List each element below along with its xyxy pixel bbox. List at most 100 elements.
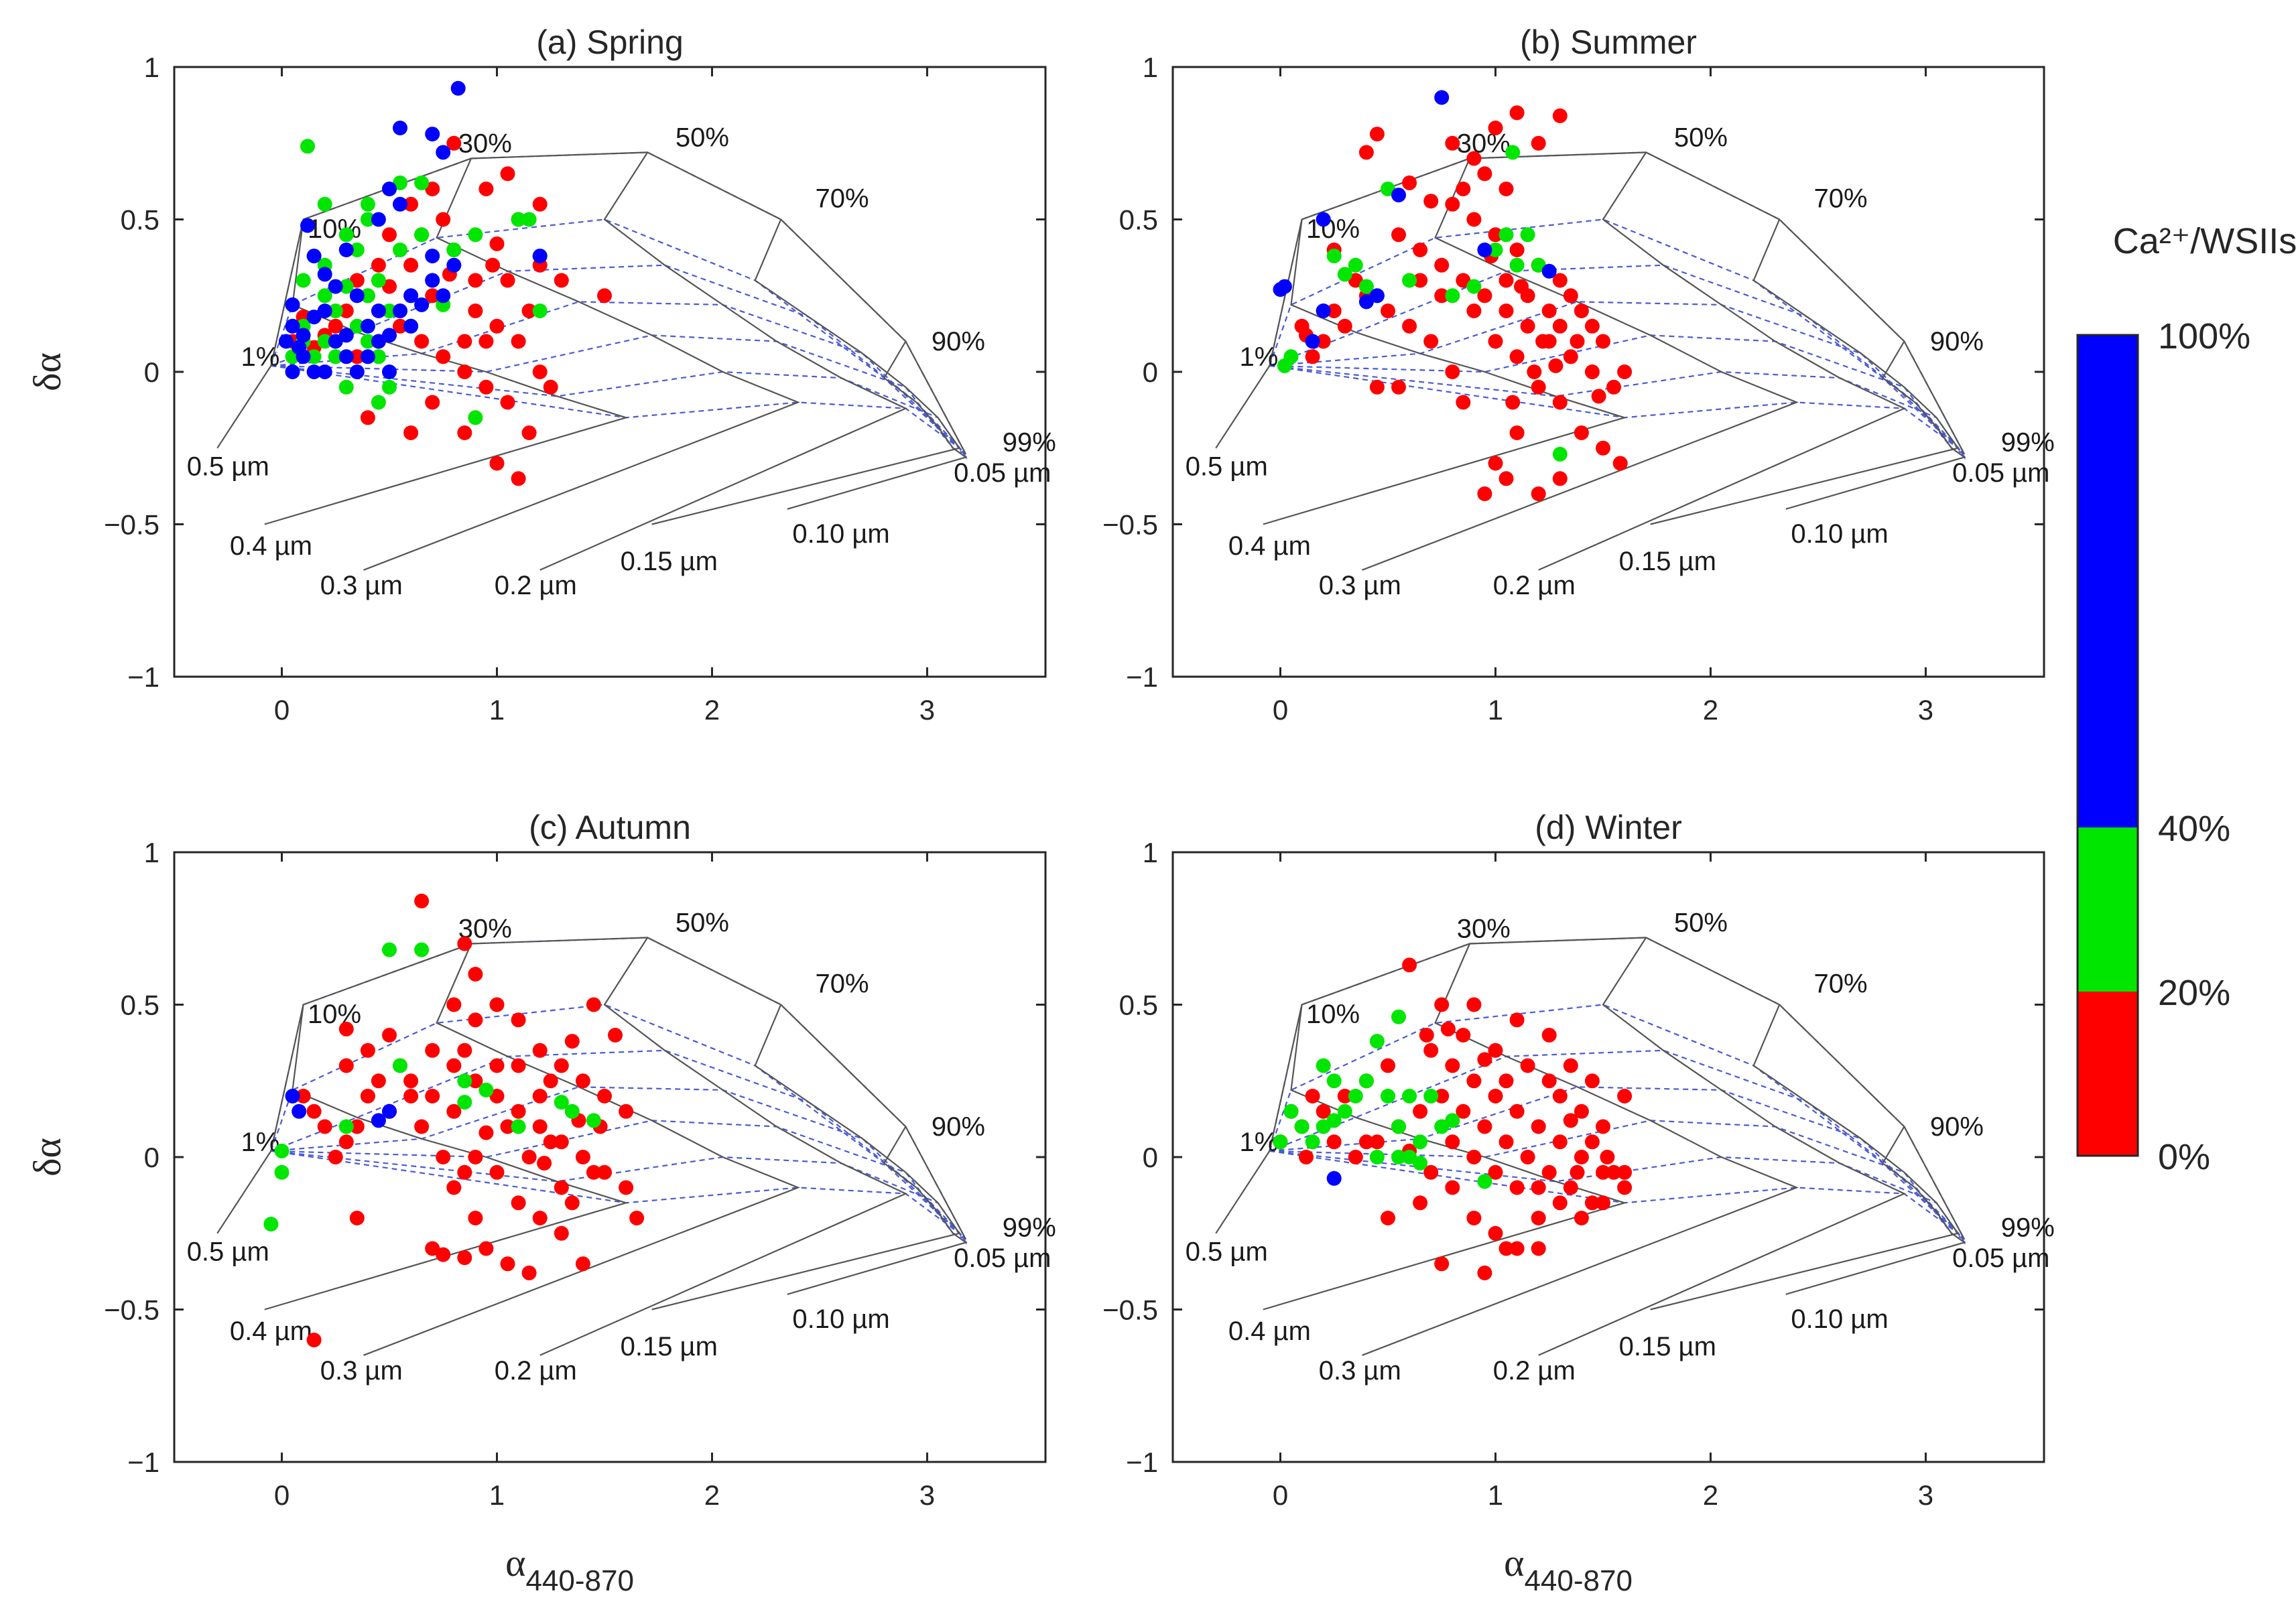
- axes-box: [173, 66, 1047, 678]
- data-point: [1391, 379, 1406, 395]
- grid-envelope: [270, 151, 967, 455]
- data-point: [1402, 1150, 1417, 1164]
- data-point: [1358, 145, 1374, 160]
- data-point: [521, 1150, 537, 1164]
- data-point: [1488, 121, 1503, 135]
- data-point: [403, 318, 419, 334]
- data-point: [532, 196, 548, 212]
- fraction-label: 1%: [1240, 1128, 1279, 1157]
- data-point: [371, 273, 386, 288]
- data-point: [1488, 1225, 1503, 1241]
- radius-label: 0.05 µm: [954, 458, 1051, 488]
- fraction-label: 70%: [816, 969, 869, 998]
- data-point: [1369, 1134, 1385, 1150]
- fraction-label: 99%: [1003, 1213, 1056, 1242]
- data-point: [382, 328, 397, 343]
- data-point: [1369, 379, 1385, 395]
- data-point: [1381, 182, 1395, 196]
- data-point: [1277, 358, 1292, 373]
- fraction-curve: [1538, 151, 1907, 571]
- data-point: [296, 273, 311, 288]
- fraction-curve: [1263, 219, 1627, 525]
- data-point: [1584, 1195, 1600, 1211]
- data-point: [1402, 957, 1417, 973]
- fraction-curve: [539, 151, 908, 571]
- data-point: [500, 166, 515, 182]
- data-point: [1509, 425, 1525, 440]
- fraction-label: 1%: [241, 342, 280, 372]
- data-point: [1423, 334, 1439, 349]
- data-point: [511, 1058, 526, 1073]
- axes-box: [1171, 66, 2045, 678]
- x-tick-label: 3: [1918, 694, 1933, 726]
- data-point: [446, 1103, 462, 1119]
- fraction-curve: [216, 1150, 272, 1234]
- y-tick-label: −0.5: [1102, 1294, 1158, 1326]
- y-tick-label: −1: [127, 1447, 160, 1478]
- data-point: [1600, 1150, 1615, 1164]
- x-tick-label: 0: [1273, 1479, 1288, 1511]
- data-point: [575, 1073, 590, 1089]
- data-point: [292, 340, 307, 355]
- fraction-label: 1%: [241, 1128, 280, 1157]
- data-point: [1413, 1156, 1428, 1171]
- data-point: [1563, 349, 1578, 364]
- data-point: [543, 1073, 558, 1089]
- radius-label: 0.5 µm: [187, 452, 269, 482]
- colorbar-tick-label: 100%: [2158, 316, 2250, 356]
- data-point: [393, 196, 407, 212]
- fraction-label: 50%: [1674, 123, 1728, 152]
- fraction-curve: [1785, 1126, 1966, 1295]
- data-point: [1456, 1028, 1471, 1043]
- data-point: [1563, 1180, 1578, 1195]
- data-point: [349, 1119, 365, 1134]
- fraction-label: 99%: [2001, 1213, 2055, 1242]
- classification-grid: 1% 10% 30% 50% 70% 90% 99% 0.5 µm 0.4 µm 0.3 µm 0.…: [1186, 908, 2055, 1386]
- data-point: [1358, 294, 1374, 310]
- data-point: [1520, 1150, 1535, 1164]
- fraction-label: 70%: [1814, 184, 1868, 213]
- data-point: [338, 279, 354, 294]
- x-tick-label: 2: [1703, 694, 1718, 726]
- panel-1: (a) Spring 0 1 2 3 −1 −0.5 0 0.5 1 δα 1% 10% 30% 50% 70…: [25, 23, 1056, 726]
- radius-curve: [271, 364, 967, 460]
- data-point: [1509, 1103, 1525, 1119]
- data-point: [479, 1082, 494, 1097]
- data-point: [1584, 318, 1600, 334]
- fraction-label: 70%: [816, 184, 869, 213]
- data-point: [349, 243, 365, 257]
- data-point: [1570, 1164, 1585, 1180]
- data-point: [338, 379, 354, 395]
- data-point: [1326, 249, 1342, 264]
- data-point: [537, 1156, 552, 1171]
- data-point: [1369, 1150, 1385, 1164]
- radius-curve: [1269, 1150, 1966, 1245]
- data-point: [1498, 1134, 1514, 1150]
- data-point: [414, 942, 430, 957]
- data-point: [1419, 1028, 1434, 1043]
- data-point: [263, 1217, 279, 1232]
- radius-label: 0.2 µm: [1493, 1356, 1576, 1386]
- radius-label: 0.05 µm: [954, 1244, 1051, 1273]
- data-point: [446, 1180, 462, 1195]
- data-point: [564, 1034, 580, 1049]
- y-tick-label: 1: [1143, 52, 1158, 83]
- data-point: [1541, 1164, 1557, 1180]
- data-point: [1498, 182, 1514, 196]
- data-point: [1348, 257, 1363, 273]
- data-point: [1527, 364, 1542, 379]
- data-point: [328, 1150, 343, 1164]
- data-point: [597, 1089, 612, 1103]
- fraction-curve: [1362, 158, 1799, 571]
- data-point: [521, 425, 537, 440]
- data-point: [1326, 1113, 1342, 1128]
- data-point: [1445, 1134, 1460, 1150]
- data-point: [1434, 288, 1450, 304]
- y-tick-label: 0: [1143, 1142, 1158, 1173]
- y-tick-label: 0: [144, 356, 160, 388]
- data-point: [586, 1164, 601, 1180]
- x-tick-label: 0: [274, 694, 290, 726]
- data-point: [608, 1028, 623, 1043]
- data-point: [1434, 1256, 1450, 1272]
- data-point: [1326, 1170, 1342, 1186]
